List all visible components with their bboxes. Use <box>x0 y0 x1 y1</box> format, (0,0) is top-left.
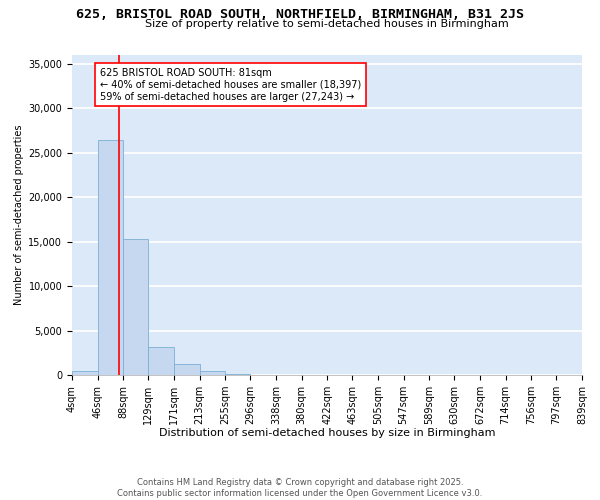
Bar <box>200 372 226 375</box>
Bar <box>124 239 148 375</box>
Bar <box>174 364 200 375</box>
Bar <box>226 374 250 375</box>
Title: Size of property relative to semi-detached houses in Birmingham: Size of property relative to semi-detach… <box>145 19 509 29</box>
Text: Contains HM Land Registry data © Crown copyright and database right 2025.
Contai: Contains HM Land Registry data © Crown c… <box>118 478 482 498</box>
Y-axis label: Number of semi-detached properties: Number of semi-detached properties <box>14 124 24 305</box>
Bar <box>148 346 174 375</box>
X-axis label: Distribution of semi-detached houses by size in Birmingham: Distribution of semi-detached houses by … <box>159 428 495 438</box>
Bar <box>72 370 98 375</box>
Text: 625, BRISTOL ROAD SOUTH, NORTHFIELD, BIRMINGHAM, B31 2JS: 625, BRISTOL ROAD SOUTH, NORTHFIELD, BIR… <box>76 8 524 20</box>
Bar <box>98 140 124 375</box>
Text: 625 BRISTOL ROAD SOUTH: 81sqm
← 40% of semi-detached houses are smaller (18,397): 625 BRISTOL ROAD SOUTH: 81sqm ← 40% of s… <box>100 68 361 102</box>
